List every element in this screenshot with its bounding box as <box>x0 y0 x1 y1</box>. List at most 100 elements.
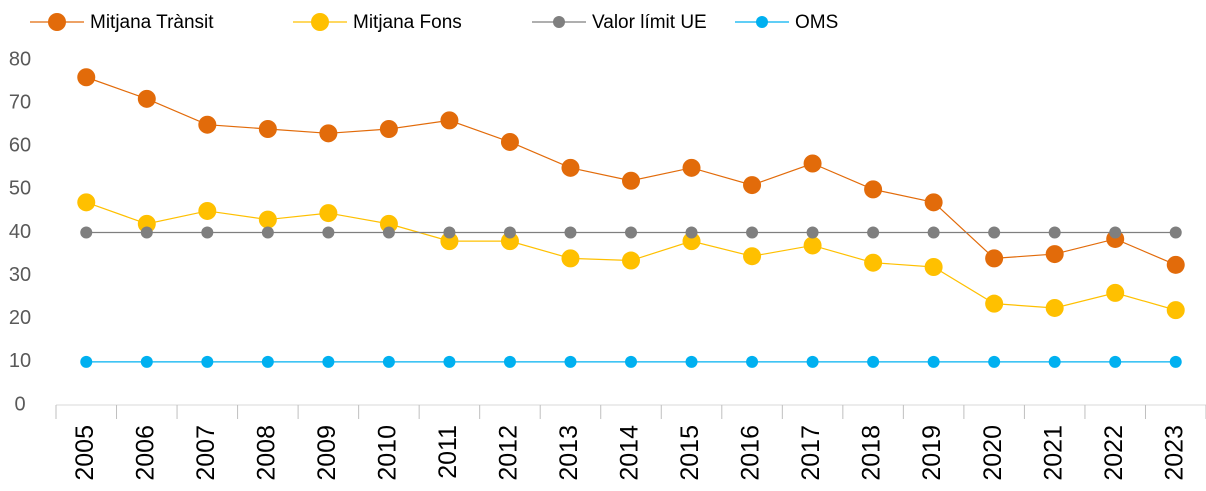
x-tick-label: 2019 <box>918 425 946 481</box>
data-point <box>746 226 759 239</box>
data-point <box>685 355 698 368</box>
x-tick-label: 2020 <box>979 425 1007 481</box>
data-point <box>1109 355 1122 368</box>
data-point <box>440 232 459 251</box>
series <box>77 193 1185 320</box>
data-point <box>561 249 580 268</box>
data-point <box>1045 245 1064 264</box>
data-point <box>864 180 883 199</box>
data-point <box>443 226 456 239</box>
data-point <box>924 193 943 212</box>
data-point <box>77 193 96 212</box>
data-point <box>622 251 640 270</box>
data-point <box>322 355 335 368</box>
data-point <box>77 68 96 87</box>
x-tick-label: 2021 <box>1039 425 1067 481</box>
x-tick-label: 2018 <box>858 425 886 481</box>
data-point <box>988 355 1001 368</box>
series <box>77 68 1185 274</box>
y-tick-label: 40 <box>9 221 31 243</box>
data-point <box>564 226 577 239</box>
data-point <box>682 232 701 251</box>
data-point <box>988 226 1001 239</box>
x-tick-label: 2016 <box>737 425 765 481</box>
data-point <box>379 214 398 233</box>
legend-item: Mitjana Trànsit <box>30 12 214 33</box>
x-tick-label: 2010 <box>374 425 402 481</box>
data-point <box>564 355 577 368</box>
x-tick-label: 2014 <box>616 425 644 481</box>
y-tick-label: 30 <box>9 264 31 286</box>
data-point <box>685 226 698 239</box>
data-point <box>319 204 338 223</box>
data-point <box>261 355 274 368</box>
data-point <box>561 158 580 177</box>
data-point <box>924 258 943 276</box>
legend-marker <box>311 13 329 31</box>
x-tick-label: 2005 <box>71 425 99 481</box>
x-tick-label: 2015 <box>676 425 704 481</box>
data-point <box>1166 255 1185 274</box>
data-point <box>743 176 762 195</box>
y-tick-label: 20 <box>9 307 31 329</box>
data-point <box>1169 355 1182 368</box>
data-point <box>140 226 153 239</box>
x-tick-label: 2023 <box>1160 425 1188 481</box>
x-tick-label: 2017 <box>797 425 825 481</box>
legend-marker <box>756 16 768 28</box>
data-point <box>682 158 701 177</box>
y-tick-label: 50 <box>9 178 31 200</box>
data-point <box>258 210 277 229</box>
data-point <box>625 355 637 368</box>
y-tick-label: 10 <box>9 350 31 372</box>
data-point <box>500 132 519 151</box>
x-tick-label: 2013 <box>555 425 583 481</box>
x-tick-label: 2008 <box>252 425 280 481</box>
data-point <box>382 355 395 368</box>
data-point <box>503 226 516 239</box>
data-point <box>1109 226 1122 239</box>
data-point <box>80 355 93 368</box>
y-tick-label: 80 <box>9 48 31 70</box>
data-point <box>746 355 759 368</box>
data-point <box>440 111 459 130</box>
data-point <box>382 226 395 239</box>
data-point <box>622 171 640 190</box>
data-point <box>803 154 822 173</box>
y-tick-label: 60 <box>9 135 31 157</box>
legend-marker <box>553 16 565 28</box>
data-point <box>1166 301 1185 320</box>
data-point <box>379 120 398 138</box>
data-point <box>503 355 516 368</box>
data-point <box>1048 226 1061 239</box>
data-point <box>1106 283 1125 302</box>
data-point <box>322 226 335 239</box>
data-point <box>927 226 940 239</box>
data-point <box>803 236 822 255</box>
data-point <box>985 294 1004 313</box>
data-point <box>198 201 217 220</box>
data-point <box>743 247 762 266</box>
legend-label: OMS <box>795 12 838 33</box>
legend-label: Valor límit UE <box>592 12 707 33</box>
x-tick-label: 2022 <box>1100 425 1128 481</box>
data-point <box>625 226 637 239</box>
data-point <box>867 355 880 368</box>
data-point <box>258 120 277 138</box>
x-tick-label: 2007 <box>192 425 220 481</box>
legend-item: OMS <box>735 12 838 33</box>
x-tick-label: 2009 <box>313 425 341 481</box>
y-tick-label: 0 <box>14 393 25 415</box>
legend-marker <box>48 13 66 31</box>
data-point <box>201 355 214 368</box>
data-point <box>985 249 1004 268</box>
x-tick-label: 2012 <box>495 425 523 481</box>
legend-item: Valor límit UE <box>532 12 707 33</box>
series <box>80 355 1182 368</box>
data-point <box>867 226 880 239</box>
series <box>80 226 1182 239</box>
data-point <box>80 226 93 239</box>
data-point <box>927 355 940 368</box>
data-point <box>140 355 153 368</box>
